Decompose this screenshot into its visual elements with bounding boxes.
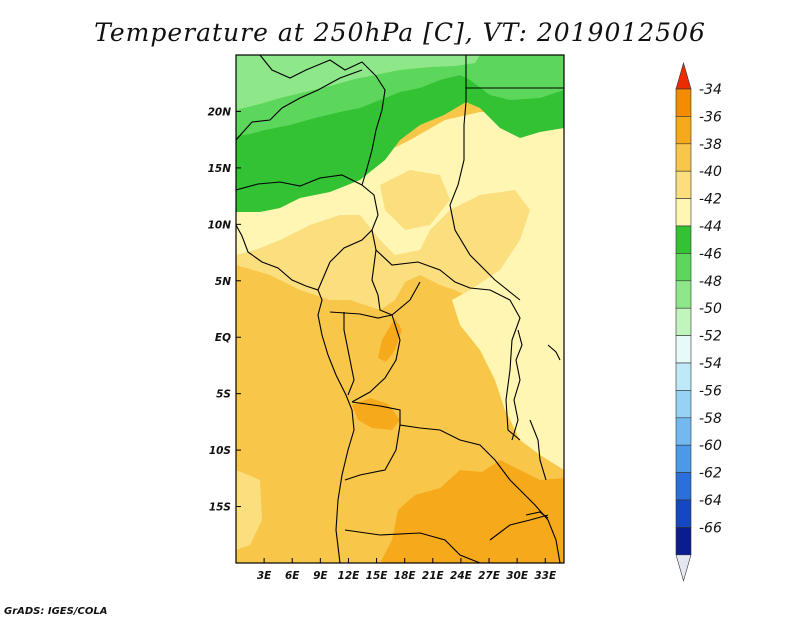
x-axis-ticks: 3E 6E 9E 12E 15E 18E 21E 24E 27E 30E 33E [257,558,557,582]
map-plot-area [236,55,564,563]
chart-title: Temperature at 250hPa [C], VT: 201901250… [94,18,706,47]
colorbar-swatch [675,88,692,117]
colorbar-swatch [675,499,692,528]
y-tick-label: 20N [208,106,232,118]
colorbar-label: -66 [699,520,722,536]
colorbar-label: -38 [699,137,722,153]
temp-band-40-center [380,170,450,230]
country-borders [236,55,564,563]
colorbar-swatch [675,143,692,172]
temp-band-42 [236,112,564,470]
colorbar-swatch [675,170,692,199]
colorbar-bottom-arrow [675,554,692,582]
x-tick-label: 6E [285,570,300,582]
colorbar-label: -64 [699,493,722,509]
colorbar-top-arrow [675,61,692,90]
grads-credit: GrADS: IGES/COLA [4,606,107,617]
colorbar-label: -50 [699,301,722,317]
y-tick-label: 10S [209,445,231,457]
y-tick-label: EQ [215,332,231,344]
y-tick-label: 5S [216,389,231,401]
x-tick-label: 18E [394,570,417,582]
x-tick-label: 3E [257,570,272,582]
colorbar-swatch [675,116,692,145]
x-tick-label: 33E [534,570,557,582]
y-tick-label: 15S [209,502,231,514]
colorbar-swatch [675,198,692,227]
colorbar-label: -56 [699,383,722,399]
x-tick-label: 15E [366,570,389,582]
x-tick-label: 24E [450,570,473,582]
colorbar-swatch [675,253,692,282]
y-axis-ticks: 20N 15N 10N 5N EQ 5S 10S 15S [208,106,241,514]
colorbar-label: -62 [699,466,722,482]
colorbar-swatch [675,280,692,309]
colorbar-label: -34 [699,82,722,98]
colorbar-swatch [675,362,692,391]
colorbar-label: -44 [699,219,722,235]
colorbar-swatch [675,417,692,446]
y-tick-label: 5N [215,276,231,288]
x-tick-label: 27E [478,570,501,582]
map-frame [235,54,565,564]
x-tick-label: 21E [422,570,445,582]
x-tick-label: 12E [338,570,361,582]
colorbar: -34 -36 -38 -40 -42 -44 -46 -48 -50 -52 -54 -56 -58 -… [675,61,722,582]
colorbar-swatch [675,472,692,501]
temp-band-36-angola-coast [352,398,400,430]
colorbar-label: -48 [699,274,722,290]
temp-band-40-west [236,470,262,550]
colorbar-label: -54 [699,356,722,372]
colorbar-label: -60 [699,438,722,454]
colorbar-label: -52 [699,329,722,345]
x-tick-label: 9E [313,570,328,582]
x-tick-label: 30E [506,570,529,582]
colorbar-swatch [675,390,692,419]
colorbar-label: -40 [699,164,722,180]
colorbar-label: -36 [699,109,722,125]
temp-band-36-south [380,460,564,563]
colorbar-swatch [675,444,692,473]
colorbar-swatch [675,527,692,556]
colorbar-swatch [675,225,692,254]
colorbar-label: -46 [699,246,722,262]
colorbar-label: -58 [699,411,722,427]
y-tick-label: 15N [208,163,232,175]
colorbar-swatch [675,335,692,364]
colorbar-swatch [675,307,692,336]
temp-band-48 [236,55,480,110]
colorbar-label: -42 [699,192,722,208]
y-tick-label: 10N [208,219,232,231]
